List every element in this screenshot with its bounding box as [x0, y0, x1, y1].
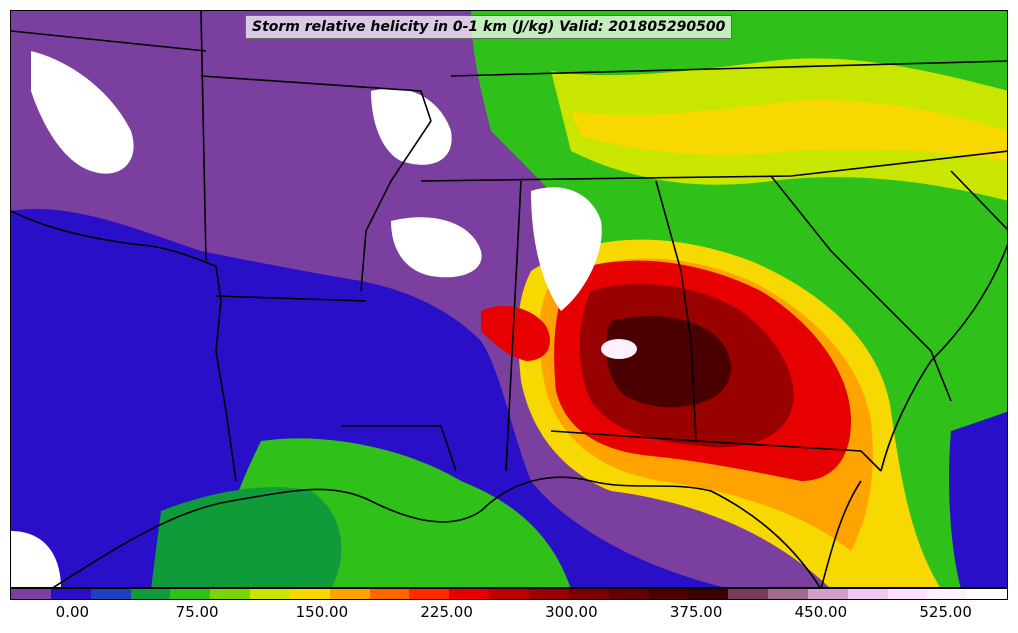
border-arkansas-east	[360, 120, 432, 292]
colorbar-tick-label: 150.00	[295, 603, 349, 621]
coastline-atlantic	[880, 243, 1007, 472]
border-kansas-missouri	[200, 11, 207, 262]
helicity-map	[11, 11, 1007, 587]
border-nc-sc	[950, 170, 1007, 231]
colorbar-swatch	[210, 589, 251, 599]
border-oklahoma-north	[11, 30, 207, 52]
coastline-florida	[820, 480, 862, 587]
border-texas-red-river	[11, 210, 217, 267]
darkest-red-field-core	[606, 316, 731, 408]
colorbar-swatch	[130, 589, 171, 599]
green-field-central	[151, 487, 342, 587]
colorbar-swatch	[768, 589, 808, 599]
colorbar-tick-label: 0.00	[55, 603, 90, 621]
white-area-northwest	[31, 51, 134, 174]
colorbar-swatch	[927, 589, 968, 599]
colorbar-swatch	[11, 589, 51, 599]
colorbar-swatch	[688, 589, 729, 599]
colorbar-swatch	[807, 589, 848, 599]
state-borders	[11, 11, 1007, 587]
colorbar-swatch	[369, 589, 410, 599]
blue-field-atlantic	[949, 411, 1007, 587]
colorbar-tick-label: 225.00	[420, 603, 473, 621]
colorbar-swatch	[329, 589, 370, 599]
colorbar-swatch	[170, 589, 211, 599]
orange-band-northeast	[571, 100, 1007, 161]
white-area-north	[371, 88, 452, 165]
red-arc-panhandle	[481, 306, 550, 361]
border-louisiana-north	[341, 425, 457, 472]
coastline-gulf	[52, 476, 821, 587]
border-kentucky	[450, 60, 1007, 77]
colorbar-swatch	[50, 589, 91, 599]
max-helicity-spot	[601, 339, 637, 359]
colorbar-swatch	[489, 589, 529, 599]
colorbar-swatch	[608, 589, 649, 599]
border-missouri-south	[200, 75, 432, 122]
colorbar-swatch	[289, 589, 330, 599]
map-panel	[10, 10, 1008, 588]
colorbar-swatch	[250, 589, 290, 599]
map-title: Storm relative helicity in 0-1 km (J/kg)…	[245, 15, 733, 39]
border-texas-louisiana	[215, 265, 237, 482]
border-alabama-east	[655, 180, 697, 442]
colorbar-swatch	[449, 589, 490, 599]
colorbar-swatch	[648, 589, 689, 599]
border-florida-north	[550, 430, 882, 472]
colorbar-swatch	[568, 589, 609, 599]
colorbar-swatch	[887, 589, 928, 599]
colorbar-swatch	[728, 589, 769, 599]
border-mississippi-east	[505, 180, 522, 472]
border-georgia-sc	[770, 175, 952, 402]
white-area-alabama	[531, 187, 602, 311]
colorbar-swatch	[409, 589, 450, 599]
colorbar-swatch	[528, 589, 569, 599]
colorbar-swatch	[90, 589, 131, 599]
white-area-center	[391, 217, 482, 278]
colorbar	[10, 588, 1008, 600]
colorbar-tick-labels: 0.00 75.00 150.00 225.00 300.00 375.00 450.00 5…	[10, 601, 1008, 629]
colorbar-tick-label: 525.00	[919, 603, 972, 621]
colorbar-tick-label: 75.00	[175, 603, 219, 621]
white-area-southwest	[11, 531, 61, 587]
colorbar-swatch	[967, 589, 1008, 599]
colorbar-swatch	[847, 589, 888, 599]
colorbar-tick-label: 300.00	[545, 603, 598, 621]
border-tennessee	[420, 150, 1007, 182]
colorbar-tick-label: 375.00	[669, 603, 723, 621]
colorbar-tick-label: 450.00	[794, 603, 848, 621]
border-arkansas-south	[215, 295, 367, 302]
